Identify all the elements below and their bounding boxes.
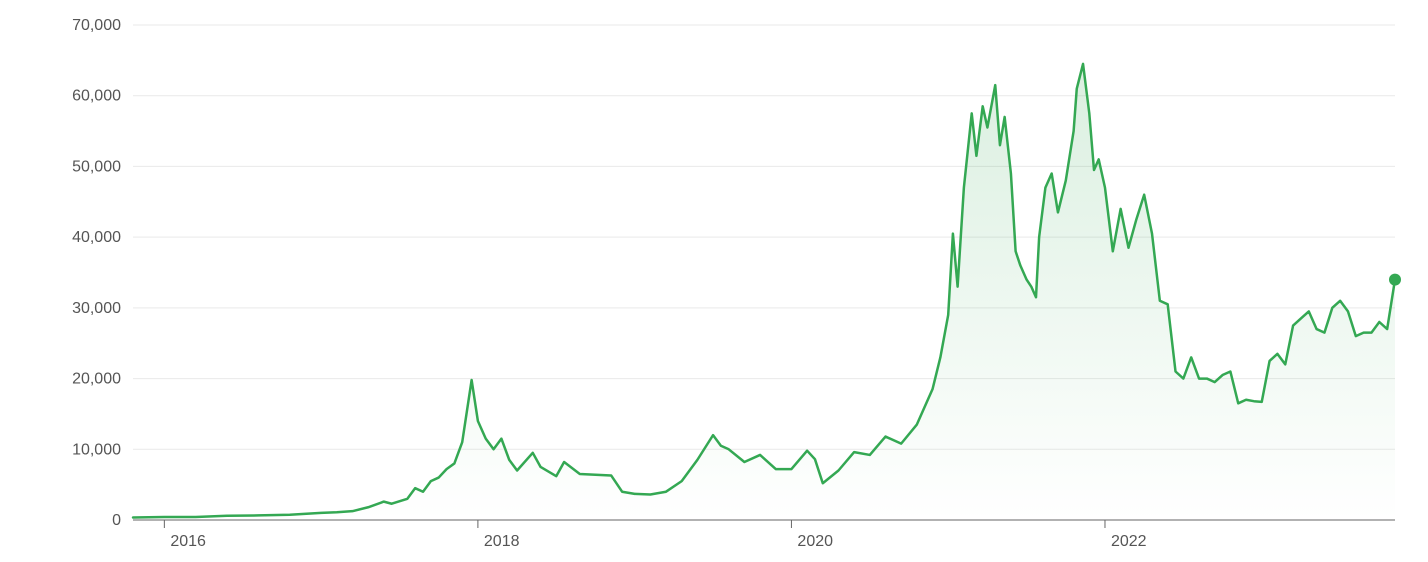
x-tick-label: 2016 [170,533,206,550]
x-tick-label: 2018 [484,533,520,550]
y-tick-label: 70,000 [72,17,121,34]
y-tick-label: 50,000 [72,158,121,175]
y-tick-label: 60,000 [72,88,121,105]
chart-svg: 0 10,000 20,000 30,000 40,000 50,000 60,000 70,… [0,0,1428,562]
x-tick-label: 2022 [1111,533,1147,550]
axis-lines [133,520,1395,528]
y-tick-label: 20,000 [72,371,121,388]
y-tick-label: 0 [112,512,121,529]
x-tick-label: 2020 [797,533,833,550]
price-chart: 0 10,000 20,000 30,000 40,000 50,000 60,000 70,… [0,0,1428,562]
x-axis-labels: 2016 2018 2020 2022 [170,533,1146,550]
y-axis-labels: 0 10,000 20,000 30,000 40,000 50,000 60,000 70,… [72,17,121,529]
y-tick-label: 10,000 [72,441,121,458]
y-tick-label: 40,000 [72,229,121,246]
series-end-marker [1389,274,1401,286]
y-tick-label: 30,000 [72,300,121,317]
series-area [133,64,1395,520]
